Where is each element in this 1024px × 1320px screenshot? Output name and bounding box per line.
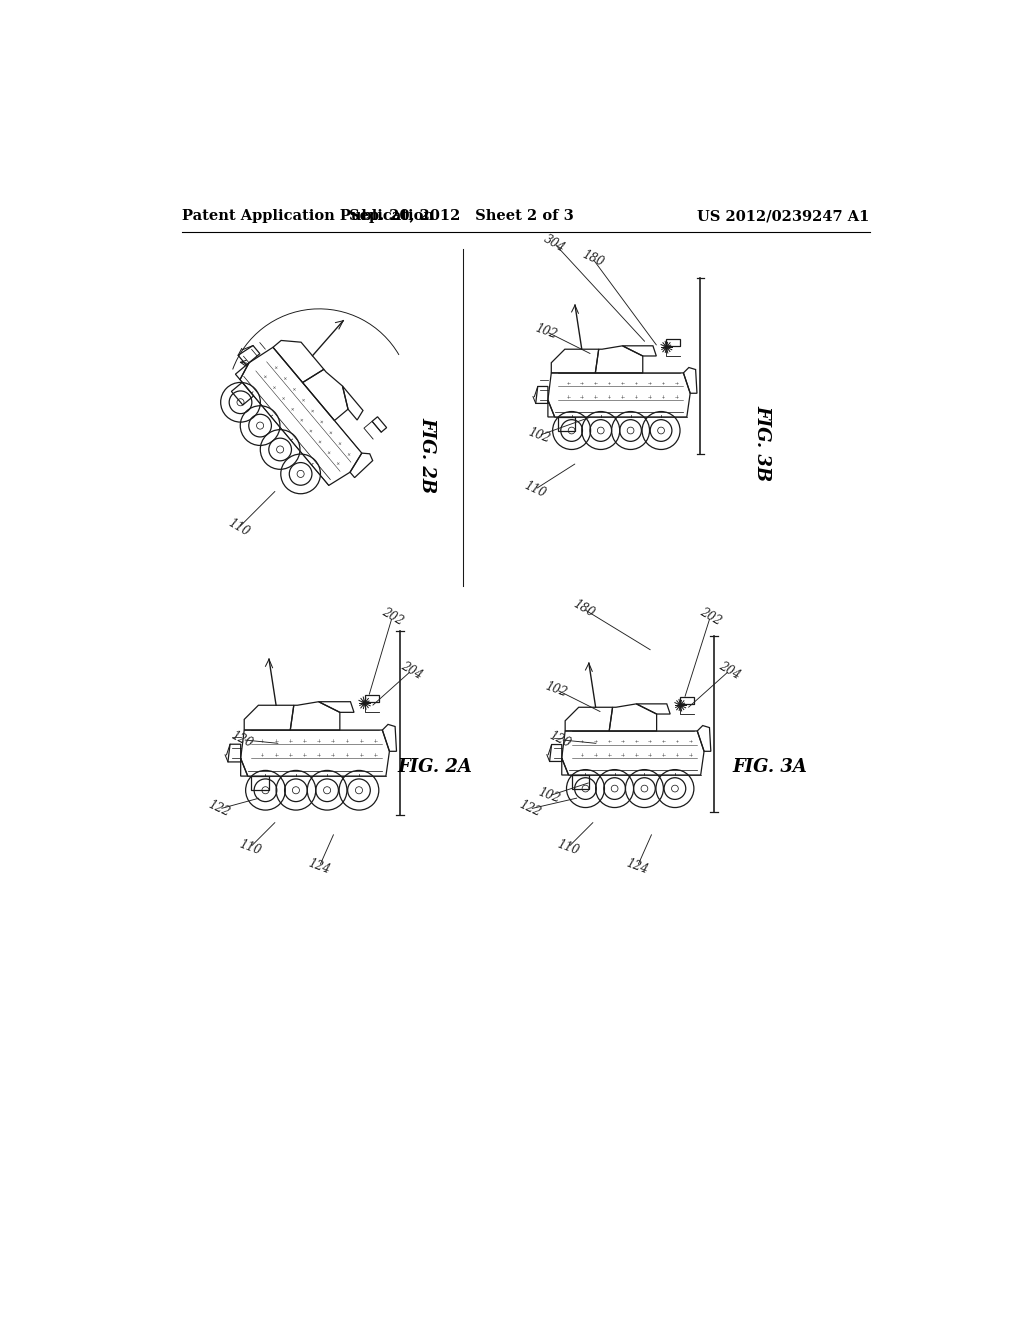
Text: 304: 304: [541, 232, 567, 255]
Text: 204: 204: [398, 659, 425, 681]
Text: 120: 120: [547, 729, 573, 750]
Text: Sep. 20, 2012  Sheet 2 of 3: Sep. 20, 2012 Sheet 2 of 3: [349, 209, 574, 223]
Text: FIG. 2A: FIG. 2A: [397, 758, 472, 776]
Text: 204: 204: [717, 659, 742, 681]
Text: 180: 180: [570, 598, 596, 620]
Text: 202: 202: [379, 606, 406, 628]
Text: Patent Application Publication: Patent Application Publication: [182, 209, 434, 223]
Text: 102: 102: [526, 425, 552, 446]
Text: 110: 110: [522, 479, 548, 500]
Text: 180: 180: [580, 248, 605, 269]
Text: 124: 124: [625, 857, 650, 876]
Text: 202: 202: [697, 606, 723, 628]
Text: 110: 110: [225, 516, 251, 540]
Text: US 2012/0239247 A1: US 2012/0239247 A1: [697, 209, 869, 223]
Text: FIG. 2B: FIG. 2B: [418, 417, 436, 492]
Text: 110: 110: [555, 838, 581, 858]
Text: 122: 122: [206, 799, 232, 820]
Text: 102: 102: [536, 785, 561, 807]
Text: 110: 110: [238, 838, 263, 858]
Text: FIG. 3A: FIG. 3A: [732, 758, 807, 776]
Text: 120: 120: [229, 729, 255, 750]
Text: 102: 102: [544, 680, 569, 700]
Text: 122: 122: [516, 799, 543, 820]
Text: 102: 102: [534, 322, 559, 342]
Text: 124: 124: [306, 857, 332, 876]
Text: FIG. 3B: FIG. 3B: [753, 405, 771, 482]
